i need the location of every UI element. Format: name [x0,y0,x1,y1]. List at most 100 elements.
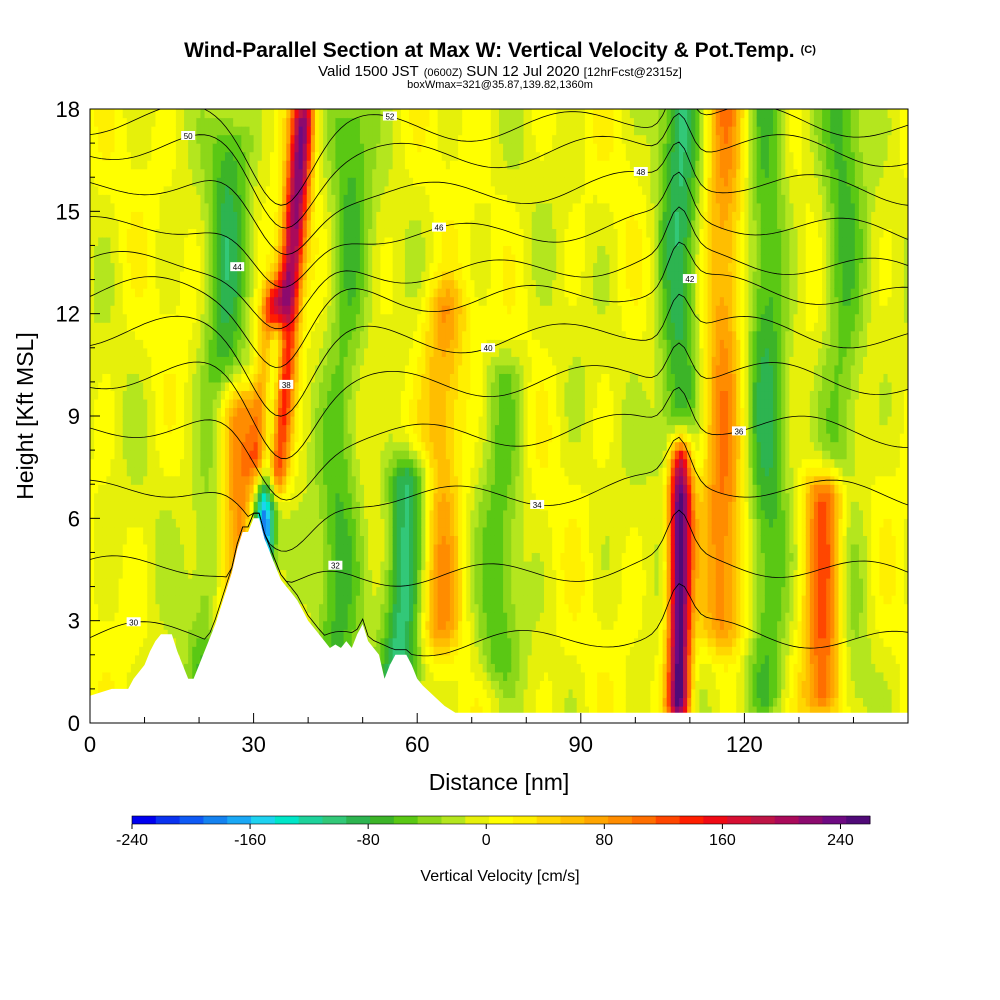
velocity-cell [298,560,304,571]
velocity-cell [237,313,242,323]
velocity-cell [278,228,283,238]
velocity-cell [269,271,275,281]
velocity-cell [245,509,251,519]
velocity-cell [110,612,116,622]
velocity-cell [364,373,369,383]
velocity-cell [224,245,230,255]
velocity-cell [130,296,136,306]
velocity-cell [323,509,328,519]
velocity-cell [188,185,193,195]
velocity-cell [147,288,152,298]
velocity-cell [233,407,238,417]
velocity-cell [106,185,112,195]
velocity-cell [94,646,99,656]
velocity-cell [171,398,177,409]
velocity-cell [319,160,324,170]
velocity-cell [192,450,197,460]
velocity-cell [151,253,157,264]
velocity-cell [114,194,120,204]
velocity-cell [233,109,238,119]
velocity-cell [102,501,107,511]
velocity-cell [286,134,292,144]
velocity-cell [351,296,357,306]
velocity-cell [310,356,316,366]
velocity-cell [122,398,128,409]
velocity-cell [265,253,271,264]
velocity-cell [298,441,304,451]
velocity-cell [134,663,140,673]
velocity-cell [192,288,197,298]
velocity-cell [188,160,193,170]
velocity-cell [171,109,177,119]
velocity-cell [331,458,336,468]
velocity-cell [241,160,247,170]
velocity-cell [208,586,214,596]
velocity-cell [216,339,222,349]
velocity-cell [339,407,345,417]
velocity-cell [106,671,112,681]
velocity-cell [98,501,103,511]
velocity-cell [347,526,353,536]
velocity-cell [200,202,206,212]
velocity-cell [368,390,373,400]
velocity-cell [192,245,197,255]
velocity-cell [310,219,316,229]
velocity-cell [241,501,247,511]
velocity-cell [130,552,136,562]
velocity-cell [106,373,112,383]
velocity-cell [143,526,148,536]
velocity-cell [274,296,279,306]
velocity-cell [98,219,103,229]
velocity-cell [134,356,140,366]
velocity-cell [343,441,349,451]
velocity-cell [175,492,181,502]
velocity-cell [94,279,99,289]
velocity-cell [122,560,128,571]
velocity-cell [90,211,95,221]
velocity-cell [118,211,124,221]
velocity-cell [278,450,283,460]
velocity-cell [298,586,304,596]
velocity-cell [249,228,255,238]
velocity-cell [155,390,161,400]
velocity-cell [278,253,283,264]
velocity-cell [257,373,263,383]
velocity-cell [98,629,103,639]
velocity-cell [220,245,226,255]
velocity-cell [192,492,197,502]
velocity-cell [184,253,189,264]
velocity-cell [118,219,124,229]
velocity-cell [118,552,124,562]
velocity-cell [323,211,328,221]
velocity-cell [175,526,181,536]
velocity-cell [106,680,112,690]
velocity-cell [364,578,369,588]
velocity-cell [155,271,161,281]
velocity-cell [155,330,161,340]
velocity-cell [106,296,112,306]
velocity-cell [339,526,345,536]
velocity-cell [167,586,173,596]
velocity-cell [294,484,300,494]
velocity-cell [257,143,263,153]
velocity-cell [184,381,189,392]
velocity-cell [175,168,181,178]
velocity-cell [106,543,112,554]
velocity-cell [114,126,120,136]
velocity-cell [192,194,197,204]
velocity-cell [237,330,242,340]
velocity-cell [261,373,267,383]
velocity-cell [298,578,304,588]
velocity-cell [224,330,230,340]
velocity-cell [118,475,124,485]
velocity-cell [110,347,116,357]
velocity-cell [200,373,206,383]
velocity-cell [151,117,157,127]
velocity-cell [310,475,316,485]
velocity-cell [364,433,369,443]
velocity-cell [323,151,328,161]
velocity-cell [102,160,107,170]
velocity-cell [265,109,271,119]
velocity-cell [159,612,165,622]
velocity-cell [106,168,112,178]
